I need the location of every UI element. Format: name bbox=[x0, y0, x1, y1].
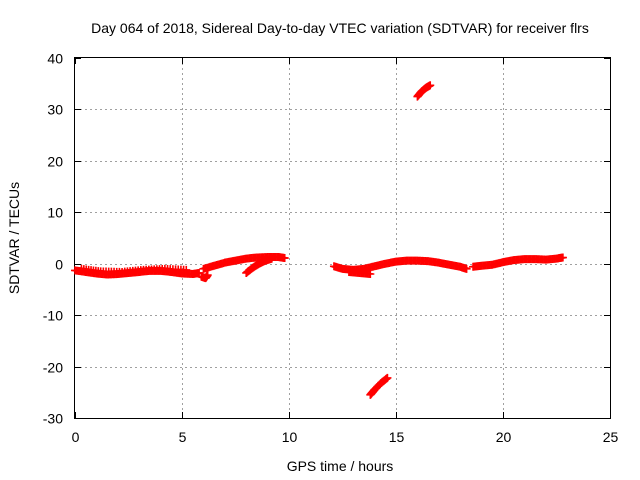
x-tick-label: 10 bbox=[282, 429, 298, 445]
y-tick-label: -10 bbox=[43, 308, 63, 324]
series-arc-9 bbox=[469, 253, 567, 271]
x-tick-label: 25 bbox=[603, 429, 619, 445]
y-tick-label: -20 bbox=[43, 360, 63, 376]
grid bbox=[75, 58, 610, 418]
data-point bbox=[267, 254, 276, 263]
data-point bbox=[426, 81, 435, 90]
x-tick-label: 0 bbox=[72, 429, 80, 445]
series-arc-4 bbox=[242, 254, 276, 277]
data-point bbox=[182, 265, 191, 274]
data-points bbox=[71, 81, 567, 399]
data-point bbox=[203, 271, 212, 280]
series-arc-7 bbox=[366, 373, 392, 399]
data-point bbox=[366, 270, 375, 278]
series-arc-1b bbox=[77, 264, 191, 276]
y-tick-label: 30 bbox=[47, 102, 63, 118]
chart-title: Day 064 of 2018, Sidereal Day-to-day VTE… bbox=[91, 20, 589, 36]
series-arc-6 bbox=[344, 267, 375, 278]
y-tick-label: 20 bbox=[47, 154, 63, 170]
y-tick-label: -30 bbox=[43, 411, 63, 427]
data-point bbox=[280, 254, 289, 263]
x-tick-label: 5 bbox=[179, 429, 187, 445]
y-tick-label: 10 bbox=[47, 205, 63, 221]
x-axis-label: GPS time / hours bbox=[287, 458, 394, 474]
y-tick-label: 40 bbox=[47, 51, 63, 67]
plot-frame bbox=[74, 57, 611, 419]
data-point bbox=[462, 264, 471, 273]
x-tick-label: 15 bbox=[389, 429, 405, 445]
x-tick-label: 20 bbox=[496, 429, 512, 445]
y-axis-label: SDTVAR / TECUs bbox=[6, 182, 22, 294]
series-arc-8 bbox=[413, 81, 435, 101]
series-arc-3 bbox=[199, 253, 289, 273]
series-arc-2 bbox=[197, 271, 212, 283]
y-tick-label: 0 bbox=[55, 257, 63, 273]
data-point bbox=[558, 253, 567, 262]
axis-ticks: 0 5 10 15 20 25 -30 -20 -10 0 10 20 30 40 bbox=[43, 51, 619, 446]
data-point bbox=[383, 373, 392, 382]
